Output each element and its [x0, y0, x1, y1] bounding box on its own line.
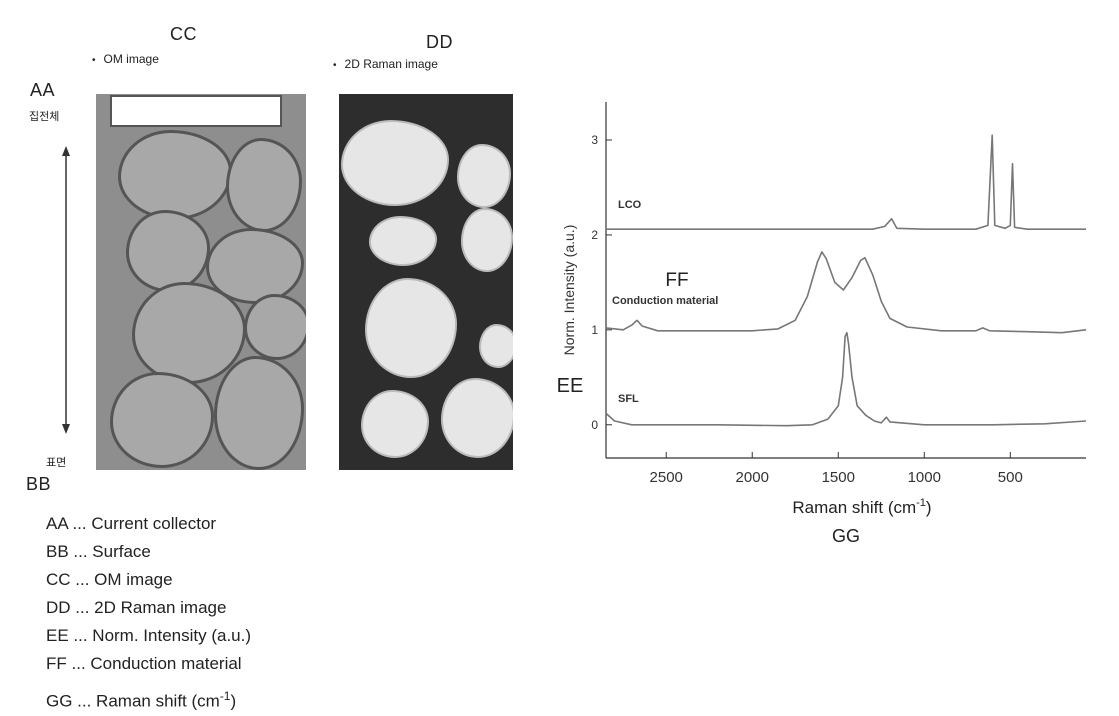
legend-item: DD ... 2D Raman image	[46, 598, 227, 617]
om-particle	[126, 210, 210, 292]
legend-item: EE ... Norm. Intensity (a.u.)	[46, 626, 252, 645]
legend-item: BB ... Surface	[46, 542, 151, 561]
y-axis-label: Norm. Intensity (a.u.)	[561, 225, 577, 356]
raman-particle	[461, 208, 513, 272]
om-particle	[118, 130, 232, 220]
ff-label: FF	[665, 270, 688, 291]
x-tick-label: 2500	[650, 469, 683, 486]
legend-gg-close: )	[230, 691, 237, 711]
y-tick-label: 1	[591, 323, 598, 337]
bb-korean-label: 표면	[46, 456, 67, 469]
legend-item: AA ... Current collector	[46, 514, 217, 533]
raman-particle	[479, 324, 513, 368]
cc-sub-label: OM image	[92, 52, 159, 66]
legend-item: CC ... OM image	[46, 570, 173, 589]
x-tick-label: 2000	[736, 469, 769, 486]
raman-particle	[341, 120, 449, 206]
x-axis-label: Raman shift (cm-1)	[792, 497, 931, 517]
om-image	[96, 94, 306, 470]
x-axis-label-sup: -1	[916, 497, 926, 509]
om-particle	[214, 356, 304, 470]
x-tick-label: 500	[998, 469, 1023, 486]
series-line	[606, 134, 1086, 230]
current-collector-outline	[110, 95, 282, 127]
gg-label: GG	[832, 526, 860, 546]
bb-label: BB	[26, 474, 52, 494]
legend-gg-sup: -1	[219, 689, 231, 703]
raman-particle	[457, 144, 511, 208]
raman-particle	[369, 216, 437, 266]
aa-label: AA	[30, 80, 56, 100]
legend-gg-text: GG ... Raman shift (cm	[46, 691, 220, 711]
y-tick-label: 3	[591, 133, 598, 147]
x-tick-label: 1000	[908, 469, 941, 486]
raman-spectrum-chart: 0 1 2 3 2500 2000 1500 1000 500 Norm. Intensity …	[557, 102, 1087, 546]
raman-particle	[365, 278, 457, 378]
raman-image	[339, 94, 513, 470]
cc-label: CC	[170, 24, 197, 44]
series-line	[605, 251, 1087, 334]
y-tick-label: 2	[591, 228, 598, 242]
series-line	[605, 331, 1087, 427]
om-particle	[110, 372, 214, 468]
om-particle	[226, 138, 302, 232]
dd-label: DD	[426, 32, 453, 52]
x-axis-label-close: )	[926, 498, 932, 517]
om-particle	[132, 282, 246, 384]
lco-annotation: LCO	[618, 199, 642, 211]
legend-item-gg: GG ... Raman shift (cm-1)	[46, 682, 406, 716]
raman-particle	[361, 390, 429, 458]
legend: AA ... Current collector BB ... Surface …	[46, 510, 406, 716]
ee-label: EE	[557, 375, 584, 397]
om-particle	[244, 294, 306, 360]
sfl-annotation: SFL	[618, 393, 639, 405]
aa-korean-label: 집전체	[29, 110, 60, 123]
legend-item: FF ... Conduction material	[46, 654, 242, 673]
conduction-material-annotation: Conduction material	[612, 295, 718, 307]
raman-particle	[441, 378, 513, 458]
y-tick-label: 0	[591, 418, 598, 432]
x-axis-label-text: Raman shift (cm	[792, 498, 916, 517]
dd-sub-label: 2D Raman image	[333, 57, 438, 71]
depth-double-arrow	[62, 146, 70, 434]
x-tick-label: 1500	[822, 469, 855, 486]
